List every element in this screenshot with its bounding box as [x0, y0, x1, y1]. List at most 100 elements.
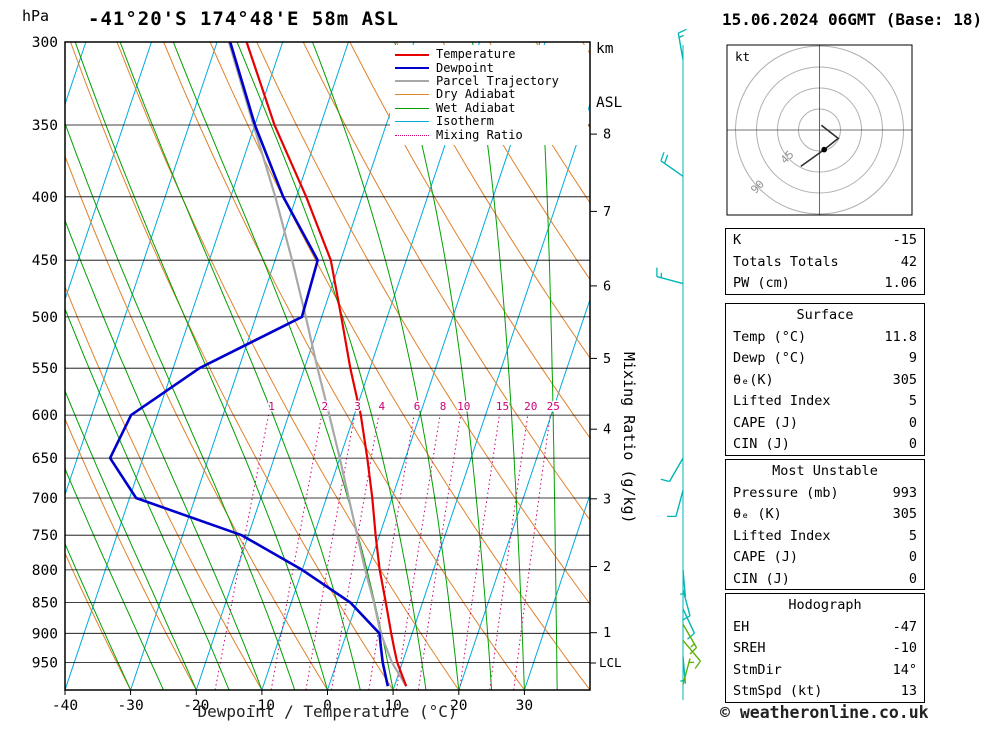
datetime-title: 15.06.2024 06GMT (Base: 18)	[722, 10, 983, 29]
stat-label: CAPE (J)	[733, 414, 799, 431]
stat-row: Temp (°C) 11.8	[726, 326, 924, 348]
svg-text:800: 800	[32, 563, 58, 579]
svg-text:2: 2	[603, 559, 611, 575]
legend: Temperature Dewpoint Parcel Trajectory Dry …	[390, 45, 588, 145]
stat-value: 14°	[892, 661, 917, 678]
stat-label: Lifted Index	[733, 393, 831, 409]
stat-row: SREH -10	[726, 637, 924, 659]
svg-text:6: 6	[603, 278, 611, 294]
svg-text:1: 1	[268, 400, 275, 413]
legend-item-label: Wet Adiabat	[436, 100, 516, 115]
legend-item-label: Temperature	[436, 47, 516, 62]
stats-box-most-unstable: Most Unstable Pressure (mb) 993 θₑ (K) 305 Li…	[725, 459, 925, 590]
svg-text:500: 500	[32, 310, 58, 326]
wind-barb-column	[656, 28, 701, 700]
svg-text:8: 8	[440, 400, 447, 413]
svg-text:5: 5	[603, 351, 611, 367]
svg-text:900: 900	[32, 626, 58, 642]
stat-value: -47	[892, 618, 917, 635]
wind-barb	[682, 608, 696, 634]
wind-barb	[682, 658, 691, 685]
asl-label: ASL	[596, 95, 623, 111]
stat-row: Pressure (mb) 993	[726, 482, 924, 504]
lcl-label: LCL	[599, 655, 622, 670]
stat-row: StmSpd (kt) 13	[726, 680, 924, 702]
svg-text:2: 2	[321, 400, 328, 413]
legend-line-sample	[395, 134, 429, 136]
stat-row: Dewp (°C) 9	[726, 347, 924, 369]
svg-text:600: 600	[32, 408, 58, 424]
legend-line-sample	[395, 53, 429, 56]
legend-line-sample	[395, 80, 429, 83]
svg-text:10: 10	[384, 698, 401, 714]
stat-value: 305	[892, 506, 917, 522]
km-label: km	[596, 41, 614, 57]
wind-barb	[682, 569, 687, 597]
stat-value: 42	[900, 253, 917, 270]
svg-text:25: 25	[547, 400, 560, 413]
svg-text:-30: -30	[117, 698, 143, 714]
svg-text:550: 550	[32, 361, 58, 377]
wind-barb	[675, 490, 684, 517]
stat-row: θₑ (K) 305	[726, 503, 924, 525]
svg-text:10: 10	[457, 400, 470, 413]
x-axis-title: Dewpoint / Temperature (°C)	[197, 702, 458, 721]
svg-text:15: 15	[496, 400, 509, 413]
svg-text:700: 700	[32, 491, 58, 507]
svg-text:4: 4	[378, 400, 385, 413]
svg-text:950: 950	[32, 655, 58, 671]
legend-item: Isotherm	[395, 115, 588, 128]
stat-value: 1.06	[884, 275, 917, 291]
svg-text:4: 4	[603, 422, 611, 438]
legend-line-sample	[395, 67, 429, 70]
stat-value: 0	[908, 570, 917, 587]
station-title: -41°20'S 174°48'E 58m ASL	[88, 8, 399, 30]
svg-text:750: 750	[32, 528, 58, 544]
temperature-tick-labels: -40 -30 -20 -10 0 10 20 30	[52, 690, 533, 714]
stat-row: Lifted Index 5	[726, 525, 924, 547]
mixing-ratio-axis-title: Mixing Ratio (g/kg)	[620, 352, 638, 524]
legend-item-label: Mixing Ratio	[436, 127, 523, 142]
svg-text:3: 3	[603, 491, 611, 507]
svg-text:-20: -20	[183, 698, 209, 714]
stat-value: 13	[900, 683, 917, 699]
stat-row: θₑ(K) 305	[726, 369, 924, 391]
stats-box-indices: K -15 Totals Totals 42 PW (cm) 1.06	[725, 228, 925, 295]
stat-label: Lifted Index	[733, 527, 831, 544]
wind-barb	[668, 457, 684, 482]
stat-value: 0	[908, 549, 917, 565]
legend-line-sample	[395, 107, 429, 109]
stat-value: -10	[892, 640, 917, 656]
altitude-axis-title: km ASL	[596, 4, 631, 148]
legend-item: Mixing Ratio	[395, 128, 588, 141]
wind-barb	[677, 32, 684, 60]
stat-row: K -15	[726, 229, 924, 251]
svg-text:850: 850	[32, 596, 58, 612]
stat-value: 5	[908, 527, 917, 544]
stat-row: CIN (J) 0	[726, 433, 924, 455]
stat-label: Dewp (°C)	[733, 350, 807, 366]
stats-box-title: Surface	[796, 307, 854, 323]
svg-text:350: 350	[32, 118, 58, 134]
stat-row: CAPE (J) 0	[726, 546, 924, 568]
copyright-link[interactable]: © weatheronline.co.uk	[720, 703, 929, 722]
stat-label: Pressure (mb)	[733, 484, 839, 501]
mixing-ratio-labels: 1 2 3 4 6 8 10 15 20 25	[267, 399, 562, 415]
stat-label: Temp (°C)	[733, 328, 807, 345]
mixing-ratio-lines	[214, 415, 551, 690]
stats-box-title: Most Unstable	[772, 463, 878, 479]
stat-label: PW (cm)	[733, 275, 790, 291]
svg-text:300: 300	[32, 35, 58, 51]
stat-value: 11.8	[884, 328, 917, 345]
stat-value: 9	[908, 350, 917, 366]
stat-row: CIN (J) 0	[726, 568, 924, 590]
isotherm-lines	[65, 42, 590, 690]
stat-row: PW (cm) 1.06	[726, 272, 924, 294]
stats-box-title: Hodograph	[788, 597, 862, 613]
hodograph-trace	[800, 124, 840, 168]
altitude-tick-labels: 1 2 3 4 5 6 7 8 LCL	[590, 127, 622, 670]
stats-box-surface: Surface Temp (°C) 11.8 Dewp (°C) 9 θₑ(K) 305 Li…	[725, 303, 925, 456]
stat-label: θₑ(K)	[733, 371, 774, 388]
svg-text:-10: -10	[249, 698, 275, 714]
